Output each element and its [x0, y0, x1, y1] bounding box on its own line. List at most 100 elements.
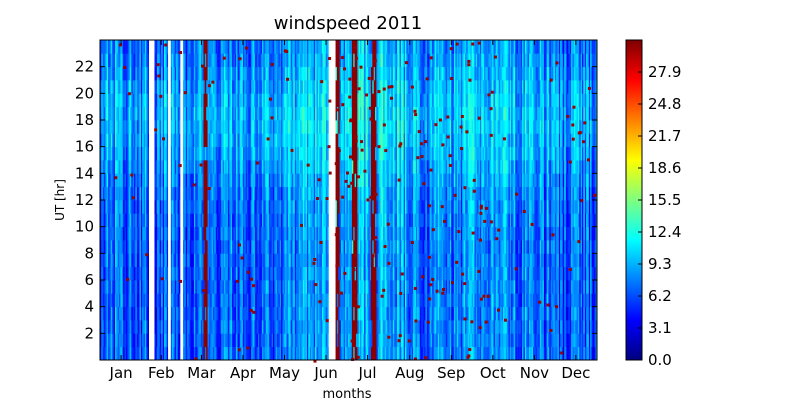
- heatmap-cell: [358, 160, 361, 174]
- heatmap-cell: [319, 320, 321, 334]
- heatmap-cell: [106, 40, 109, 54]
- heatmap-cell: [308, 306, 311, 321]
- heatmap-cell: [198, 120, 200, 134]
- heatmap-cell: [101, 53, 104, 68]
- heatmap-cell: [380, 306, 383, 321]
- heatmap-cell: [283, 333, 286, 348]
- heatmap-cell: [334, 80, 336, 94]
- heatmap-cell: [108, 93, 110, 108]
- heatmap-cell: [278, 160, 281, 174]
- heatmap-cell: [257, 333, 260, 348]
- heatmap-cell: [206, 266, 208, 281]
- heatmap-cell: [358, 240, 361, 254]
- heatmap-cell: [119, 53, 121, 68]
- heatmap-cell: [135, 186, 138, 201]
- heatmap-cell: [381, 280, 384, 294]
- heatmap-cell: [253, 66, 256, 81]
- heatmap-cell: [134, 346, 136, 361]
- heatmap-cell: [282, 240, 285, 254]
- heatmap-cell: [211, 106, 214, 121]
- heatmap-cell: [380, 146, 383, 161]
- heatmap-cell: [150, 146, 153, 161]
- heatmap-cell: [350, 240, 353, 254]
- heatmap-cell: [189, 320, 192, 334]
- heatmap-cell: [323, 53, 326, 68]
- heatmap-cell: [164, 213, 166, 228]
- heatmap-cell: [304, 253, 307, 268]
- heatmap-cell: [105, 40, 108, 54]
- heatmap-cell: [296, 173, 298, 188]
- heatmap-cell: [202, 40, 204, 54]
- heatmap-cell: [259, 160, 262, 174]
- heatmap-cell: [244, 253, 247, 268]
- heatmap-cell: [381, 120, 384, 134]
- heatmap-cell: [349, 293, 351, 308]
- heatmap-cell: [168, 346, 170, 361]
- heatmap-cell: [364, 280, 366, 294]
- heatmap-cell: [298, 120, 301, 134]
- heatmap-cell: [321, 160, 324, 174]
- heatmap-cell: [147, 133, 150, 148]
- heatmap-cell: [159, 133, 162, 148]
- heatmap-cell: [222, 133, 225, 148]
- heatmap-cell: [189, 266, 192, 281]
- heatmap-cell: [341, 293, 343, 308]
- heatmap-cell: [380, 226, 383, 241]
- heatmap-cell: [143, 106, 146, 121]
- heatmap-cell: [381, 93, 384, 108]
- heatmap-cell: [146, 106, 149, 121]
- heatmap-cell: [291, 40, 294, 54]
- heatmap-cell: [380, 200, 383, 214]
- heatmap-cell: [361, 200, 364, 214]
- heatmap-cell: [236, 240, 238, 254]
- heatmap-cell: [339, 120, 342, 134]
- heatmap-cell: [252, 160, 255, 174]
- heatmap-cell: [293, 213, 296, 228]
- heatmap-cell: [144, 320, 147, 334]
- heatmap-cell: [262, 306, 264, 321]
- heatmap-cell: [110, 240, 113, 254]
- heatmap-cell: [170, 186, 173, 201]
- heatmap-cell: [272, 66, 275, 81]
- heatmap-cell: [101, 66, 104, 81]
- heatmap-cell: [219, 66, 222, 81]
- heatmap-cell: [346, 53, 349, 68]
- heatmap-cell: [135, 80, 138, 94]
- heatmap-cell: [282, 40, 285, 54]
- heatmap-cell: [214, 40, 217, 54]
- heatmap-cell: [196, 333, 199, 348]
- heatmap-cell: [185, 253, 188, 268]
- heatmap-cell: [245, 106, 248, 121]
- heatmap-cell: [247, 40, 249, 54]
- heatmap-cell: [260, 40, 263, 54]
- heatmap-cell: [204, 253, 207, 268]
- heatmap-cell: [172, 306, 174, 321]
- heatmap-cell: [311, 106, 313, 121]
- heatmap-cell: [335, 106, 338, 121]
- heatmap-cell: [198, 133, 200, 148]
- heatmap-cell: [192, 306, 195, 321]
- heatmap-cell: [323, 200, 326, 214]
- heatmap-cell: [199, 146, 202, 161]
- heatmap-cell: [262, 186, 264, 201]
- heatmap-cell: [173, 213, 176, 228]
- heatmap-cell: [147, 346, 150, 361]
- heatmap-cell: [238, 293, 241, 308]
- heatmap-cell: [308, 53, 311, 68]
- heatmap-cell: [215, 253, 218, 268]
- heatmap-cell: [257, 306, 260, 321]
- heatmap-cell: [244, 200, 247, 214]
- heatmap-cell: [192, 213, 195, 228]
- heatmap-cell: [237, 320, 240, 334]
- heatmap-cell: [166, 186, 169, 201]
- heatmap-cell: [237, 266, 240, 281]
- heatmap-cell: [316, 200, 319, 214]
- heatmap-cell: [309, 200, 312, 214]
- heatmap-cell: [286, 146, 289, 161]
- heatmap-cell: [368, 240, 370, 254]
- heatmap-cell: [218, 80, 221, 94]
- heatmap-cell: [124, 333, 127, 348]
- heatmap-cell: [379, 173, 381, 188]
- heatmap-cell: [112, 40, 115, 54]
- heatmap-cell: [184, 40, 187, 54]
